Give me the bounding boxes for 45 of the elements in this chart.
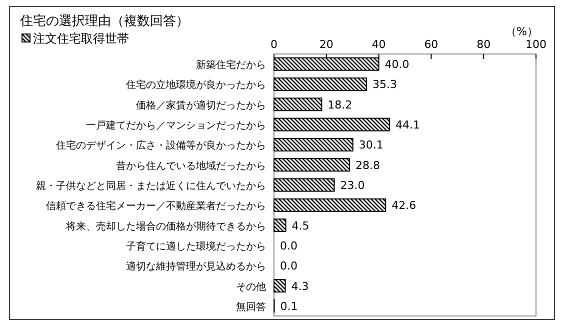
data-label: 0.0 xyxy=(280,239,298,252)
y-tick-label: 適切な維持管理が見込めるから xyxy=(126,260,266,273)
y-tick-label: 一戸建てだから／マンションだったから xyxy=(86,120,266,132)
y-tick-label: 信頼できる住宅メーカー／不動産業者だったから xyxy=(46,200,266,212)
data-label: 4.5 xyxy=(292,219,310,232)
bar xyxy=(274,198,386,212)
bar xyxy=(274,57,380,71)
bar xyxy=(274,158,350,172)
data-label: 23.0 xyxy=(340,179,365,192)
data-label: 28.8 xyxy=(355,158,380,172)
y-tick-label: 将来、売却した場合の価格が期待できるから xyxy=(65,220,266,232)
y-tick-label: 新築住宅だから xyxy=(196,59,266,72)
data-label: 0.1 xyxy=(280,300,298,313)
bar xyxy=(274,118,390,132)
bar xyxy=(274,279,286,293)
bar xyxy=(274,178,335,192)
legend-label: 注文住宅取得世帯 xyxy=(33,32,129,46)
data-label: 18.2 xyxy=(328,98,352,112)
text: 住宅の選択理由（複数回答） xyxy=(19,13,189,29)
data-label: 44.1 xyxy=(396,118,420,132)
y-tick-label: 親・子供などと同居・または近くに住んでいたから xyxy=(36,180,266,192)
y-tick-label: 住宅のデザイン・広さ・設備等が良かったから xyxy=(56,140,266,152)
data-label: 40.0 xyxy=(384,58,410,72)
y-tick-label: 住宅の立地環境が良かったから xyxy=(126,79,266,92)
y-tick-label: 価格／家賃が適切だったから xyxy=(136,99,266,112)
bar xyxy=(274,218,286,232)
y-tick-label: 無回答 xyxy=(236,300,266,313)
data-label: 0.0 xyxy=(280,260,298,273)
x-tick-label: 60 xyxy=(424,38,438,51)
bar xyxy=(274,138,354,152)
x-tick-label: 40 xyxy=(372,38,386,51)
data-label: 30.1 xyxy=(358,138,384,152)
bar xyxy=(274,98,322,112)
x-tick-label: 100 xyxy=(526,38,546,51)
y-tick-label: その他 xyxy=(236,280,266,293)
data-label: 4.3 xyxy=(291,280,309,293)
x-tick-label: 80 xyxy=(476,38,491,51)
y-tick-label: 昔から住んでいる地域だったから xyxy=(116,160,266,172)
x-tick-label: 0 xyxy=(270,38,278,51)
data-label: 35.3 xyxy=(372,78,397,92)
x-axis-title: （%） xyxy=(506,25,538,38)
x-tick-label: 20 xyxy=(319,38,334,51)
y-tick-label: 子育てに適した環境だったから xyxy=(126,240,266,252)
data-label: 42.6 xyxy=(392,199,416,212)
bar xyxy=(274,77,367,91)
